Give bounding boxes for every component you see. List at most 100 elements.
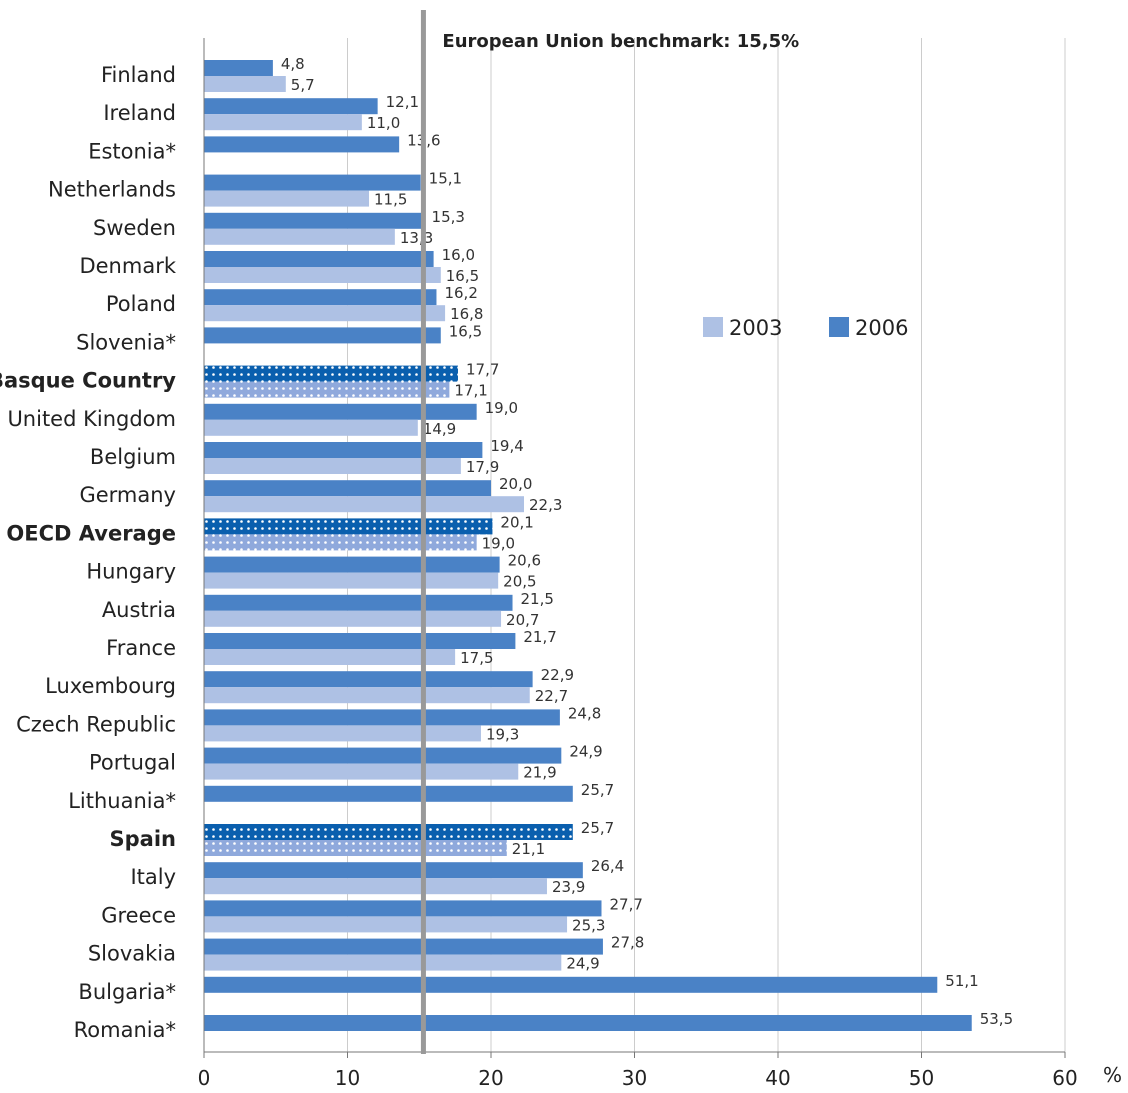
bar-2003-italy	[204, 878, 547, 895]
bar-2003-spain	[204, 840, 507, 856]
value-label-2006-spain: 25,7	[581, 819, 614, 837]
value-label-2006-slovenia: 16,5	[449, 322, 482, 340]
value-label-2006-lithuania: 25,7	[581, 781, 614, 799]
category-label-bulgaria: Bulgaria*	[78, 980, 176, 1004]
value-label-2003-italy: 23,9	[552, 878, 585, 896]
bar-2006-estonia	[204, 136, 400, 153]
category-label-oecd-average: OECD Average	[6, 521, 176, 545]
x-tick-label: 60	[1052, 1066, 1077, 1090]
category-label-basque-country: Basque Country	[0, 369, 176, 393]
bar-2003-czech-republic	[204, 725, 481, 742]
bar-2006-finland	[204, 60, 273, 76]
axis-layer: 0 10 20 30 40 50 60 % European Union benchmark: …	[198, 10, 1122, 1090]
value-label-2006-italy: 26,4	[591, 857, 624, 875]
bar-2006-united-kingdom	[204, 403, 477, 420]
value-label-2006-czech-republic: 24,8	[568, 704, 601, 722]
category-label-luxembourg: Luxembourg	[45, 674, 176, 698]
bar-2003-portugal	[204, 763, 519, 780]
category-label-italy: Italy	[130, 865, 176, 889]
value-label-2006-united-kingdom: 19,0	[485, 399, 518, 417]
bar-2003-sweden	[204, 228, 395, 245]
value-label-2003-ireland: 11,0	[367, 114, 400, 132]
bar-2006-basque-country	[204, 365, 458, 382]
value-label-2006-hungary: 20,6	[508, 552, 541, 570]
category-label-hungary: Hungary	[86, 560, 176, 584]
bar-2003-ireland	[204, 114, 362, 131]
value-label-2006-greece: 27,7	[609, 895, 642, 913]
category-label-austria: Austria	[102, 598, 176, 622]
bar-2003-netherlands	[204, 190, 370, 207]
legend: 2003 2006	[703, 316, 908, 340]
bar-2003-belgium	[204, 458, 461, 474]
value-label-2003-france: 17,5	[460, 649, 493, 667]
bar-2003-denmark	[204, 267, 441, 283]
bar-2006-netherlands	[204, 174, 421, 191]
value-label-2006-poland: 16,2	[444, 284, 477, 302]
value-label-2006-sweden: 15,3	[432, 208, 465, 226]
bar-2003-united-kingdom	[204, 419, 418, 436]
value-label-2006-romania: 53,5	[980, 1010, 1013, 1028]
category-label-ireland: Ireland	[103, 101, 176, 125]
bar-2006-belgium	[204, 442, 483, 458]
label-layer: Finland4,85,7Ireland12,111,0Estonia*13,6…	[0, 55, 1013, 1042]
legend-label-2003: 2003	[729, 316, 782, 340]
legend-swatch-2006	[829, 317, 849, 337]
value-label-2003-denmark: 16,5	[446, 267, 479, 285]
value-label-2003-germany: 22,3	[529, 496, 562, 514]
value-label-2006-denmark: 16,0	[442, 246, 475, 264]
value-label-2006-germany: 20,0	[499, 475, 532, 493]
grid-layer	[203, 38, 1066, 1052]
bar-2006-romania	[204, 1015, 972, 1031]
x-tick-label: 40	[765, 1066, 790, 1090]
bar-2006-italy	[204, 862, 583, 879]
x-tick-label: 0	[198, 1066, 211, 1090]
bar-2006-lithuania	[204, 785, 573, 802]
bar-2006-bulgaria	[204, 976, 938, 993]
bar-2006-ireland	[204, 98, 378, 115]
value-label-2003-poland: 16,8	[450, 305, 483, 323]
category-label-romania: Romania*	[74, 1018, 176, 1042]
category-label-denmark: Denmark	[79, 254, 176, 278]
bar-2006-sweden	[204, 212, 424, 229]
bar-2003-basque-country	[204, 381, 450, 398]
bar-2006-poland	[204, 289, 437, 306]
category-label-estonia: Estonia*	[88, 139, 176, 163]
value-label-2006-oecd-average: 20,1	[500, 513, 533, 531]
bar-2003-poland	[204, 305, 446, 322]
bar-2006-greece	[204, 900, 602, 917]
value-label-2003-spain: 21,1	[512, 840, 545, 858]
bar-2003-greece	[204, 916, 568, 933]
category-label-czech-republic: Czech Republic	[16, 712, 176, 736]
value-label-2003-oecd-average: 19,0	[482, 534, 515, 552]
category-label-greece: Greece	[101, 903, 176, 927]
value-label-2006-slovakia: 27,8	[611, 934, 644, 952]
bar-2006-czech-republic	[204, 709, 560, 726]
value-label-2006-luxembourg: 22,9	[541, 666, 574, 684]
x-tick-label: 10	[335, 1066, 360, 1090]
category-label-netherlands: Netherlands	[48, 178, 176, 202]
value-label-2006-ireland: 12,1	[386, 93, 419, 111]
bar-2006-france	[204, 633, 516, 649]
bar-2003-luxembourg	[204, 687, 530, 704]
bar-2006-spain	[204, 824, 573, 840]
value-label-2003-czech-republic: 19,3	[486, 725, 519, 743]
category-label-poland: Poland	[106, 292, 176, 316]
bar-2006-slovakia	[204, 938, 603, 955]
bar-layer	[204, 60, 972, 1031]
legend-label-2006: 2006	[855, 316, 908, 340]
value-label-2003-netherlands: 11,5	[374, 191, 407, 209]
category-label-sweden: Sweden	[93, 216, 176, 240]
category-label-germany: Germany	[79, 483, 176, 507]
value-label-2006-basque-country: 17,7	[466, 361, 499, 379]
category-label-portugal: Portugal	[89, 751, 176, 775]
value-label-2003-sweden: 13,3	[400, 229, 433, 247]
bar-2006-oecd-average	[204, 518, 493, 535]
x-tick-label: 50	[909, 1066, 934, 1090]
bar-2006-austria	[204, 594, 513, 611]
bar-2003-germany	[204, 496, 525, 513]
bar-2006-slovenia	[204, 327, 441, 344]
value-label-2006-belgium: 19,4	[490, 437, 523, 455]
bar-2003-austria	[204, 610, 502, 627]
bar-2003-oecd-average	[204, 534, 477, 551]
